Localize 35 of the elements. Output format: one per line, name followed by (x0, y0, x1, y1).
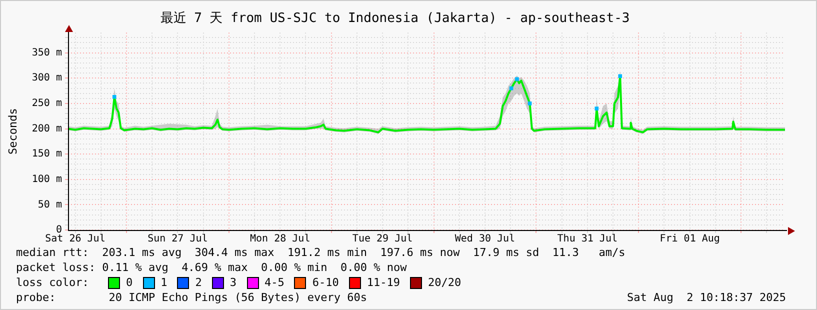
point (112, 94, 116, 99)
y-tick-label: 300 m (32, 72, 62, 84)
text: median rtt: 203.1 ms avg 304.4 ms max 191.2 ms min 197.6 ms now 17.9 ms sd 11.3 am/s (16, 245, 626, 260)
y-tick-label: 200 m (32, 123, 62, 134)
y-tick-label: 50 m (38, 199, 62, 210)
x-tick-label: Thu 31 Jul (557, 234, 618, 245)
x-tick-label: Mon 28 Jul (250, 234, 310, 245)
point (515, 77, 519, 82)
text: packet loss: 0.11 % avg 4.69 % max 0.00 % min 0.00 % now (16, 260, 408, 275)
x-tick-label: Fri 01 Aug (660, 234, 720, 245)
x-tick-label: Wed 30 Jul (454, 234, 516, 245)
x-tick-label: Tue 29 Jul (352, 234, 413, 245)
legend-label: 3 (230, 275, 236, 290)
legend-label: 11-19 (366, 275, 400, 290)
point (594, 106, 599, 110)
text: Sat Aug 2 10:18:37 2025 (627, 290, 786, 305)
y-tick-label: 150 m (32, 148, 62, 160)
text: probe: 20 ICMP Echo Pings (56 Bytes) every 60s (16, 290, 367, 305)
y-tick-label: 0 (56, 224, 62, 236)
legend-label: 20/20 (428, 275, 462, 290)
legend-label: 1 (160, 275, 168, 290)
y-axis-title: Seconds (6, 108, 20, 154)
x-tick-label: Sat 26 Jul (45, 234, 106, 245)
point (528, 102, 532, 106)
legend-label: 0 (126, 275, 133, 290)
y-tick-label: 350 m (32, 47, 62, 58)
legend-label: 6-10 (312, 275, 339, 290)
point (618, 74, 622, 78)
y-tick-label: 250 m (32, 98, 62, 110)
legend-title: loss color: (16, 275, 90, 290)
legend-label: 4-5 (264, 275, 284, 290)
legend-label: 2 (195, 275, 202, 290)
x-tick-label: Sun 27 Jul (148, 234, 208, 245)
chart-title: 最近 7 天 from US-SJC to Indonesia (Jakarta) - ap-southeast-3 (160, 11, 630, 26)
y-tick-label: 100 m (32, 174, 62, 185)
